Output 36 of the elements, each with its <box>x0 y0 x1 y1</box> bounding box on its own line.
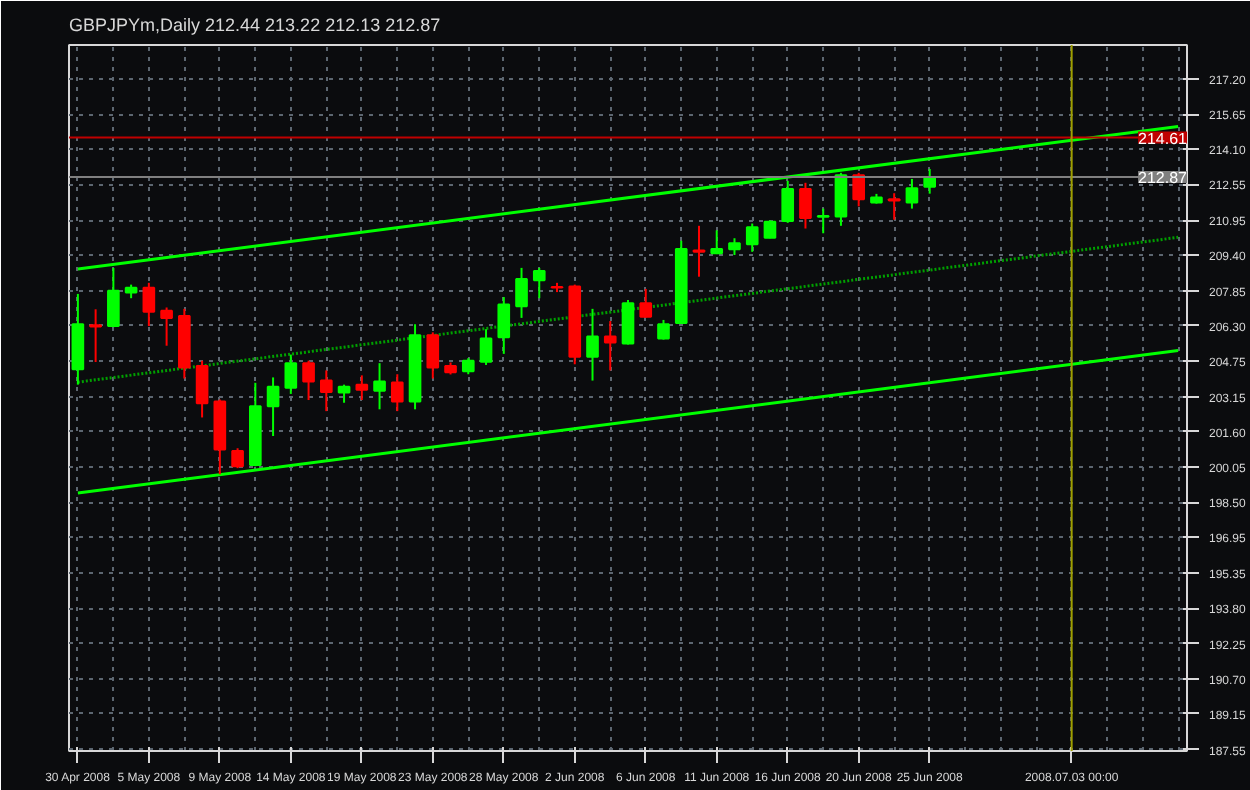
candlestick <box>142 281 156 328</box>
candlestick <box>834 171 848 227</box>
candlestick <box>515 266 528 319</box>
candlestick <box>231 447 244 470</box>
candlestick <box>302 359 315 402</box>
candlestick <box>479 328 493 366</box>
candlestick <box>160 306 173 347</box>
candlestick <box>337 383 351 404</box>
candlestick <box>373 362 386 411</box>
candlestick <box>390 373 404 413</box>
candlestick <box>745 222 759 253</box>
candlestick <box>816 207 830 235</box>
candlestick <box>603 320 617 372</box>
chart-title: GBPJPYm,Daily 212.44 213.22 212.13 212.87 <box>69 15 441 35</box>
candlestick <box>639 287 653 319</box>
candlestick <box>532 266 546 300</box>
candlestick <box>71 292 85 386</box>
candlestick <box>266 376 280 438</box>
candlestick <box>586 307 599 382</box>
candlestick <box>657 318 670 341</box>
ref-line-label: 212.87 <box>1138 168 1189 187</box>
candlestick <box>284 353 298 395</box>
candlestick <box>497 296 511 355</box>
candlestick <box>905 177 919 210</box>
candlestick <box>89 308 102 364</box>
candlestick <box>852 171 866 208</box>
candlestick <box>621 299 635 346</box>
candlestick <box>355 374 369 402</box>
candlestick <box>692 224 706 278</box>
candlestick <box>319 369 333 413</box>
candlestick <box>195 359 209 419</box>
candlestick <box>426 331 440 380</box>
candlestick <box>887 192 901 221</box>
candlestick <box>799 181 812 230</box>
ref-line-label: 214.61 <box>1138 129 1189 148</box>
candlestick <box>781 179 795 224</box>
